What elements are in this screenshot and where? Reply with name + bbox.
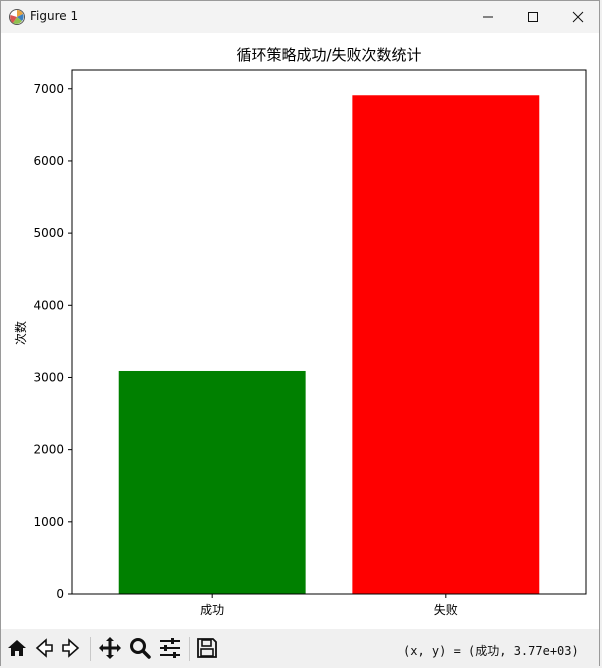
y-tick-label: 3000 xyxy=(33,370,64,384)
zoom-magnifier-icon xyxy=(130,638,151,659)
matplotlib-app-icon xyxy=(9,9,25,25)
navigation-toolbar: (x, y) = (成功, 3.77e+03) xyxy=(1,631,599,667)
axes-frame xyxy=(71,69,587,595)
bar xyxy=(118,370,306,594)
pan-move-icon xyxy=(99,637,121,659)
y-tick-label: 0 xyxy=(56,587,64,601)
back-button[interactable] xyxy=(31,635,57,661)
maximize-button[interactable] xyxy=(510,1,556,33)
x-tick-label: 成功 xyxy=(200,603,224,617)
pan-button[interactable] xyxy=(97,635,123,661)
back-arrow-icon xyxy=(35,638,53,658)
x-tick-label: 失败 xyxy=(434,602,458,617)
cursor-coordinates: (x, y) = (成功, 3.77e+03) xyxy=(403,644,579,658)
zoom-button[interactable] xyxy=(127,635,153,661)
y-axis-label: 次数 xyxy=(13,321,28,345)
forward-button[interactable] xyxy=(58,635,84,661)
home-icon xyxy=(8,640,26,656)
forward-arrow-icon xyxy=(62,638,80,658)
home-button[interactable] xyxy=(4,635,30,661)
y-tick-label: 2000 xyxy=(33,443,64,457)
close-button[interactable] xyxy=(555,1,601,33)
window-title: Figure 1 xyxy=(30,9,79,23)
figure-canvas[interactable]: 循环策略成功/失败次数统计 次数 0 1000 2000 3000 4000 5000 60… xyxy=(1,33,599,629)
title-bar[interactable]: Figure 1 xyxy=(1,1,599,33)
bar xyxy=(352,95,540,594)
y-tick-label: 6000 xyxy=(33,154,64,168)
y-tick-label: 4000 xyxy=(33,298,64,312)
minimize-button[interactable] xyxy=(465,1,511,33)
toolbar-separator xyxy=(189,637,190,661)
chart-title: 循环策略成功/失败次数统计 xyxy=(236,46,421,64)
y-tick-label: 7000 xyxy=(33,82,64,96)
save-button[interactable] xyxy=(194,635,220,661)
y-tick-label: 5000 xyxy=(33,226,64,240)
configure-subplots-button[interactable] xyxy=(157,635,183,661)
y-tick-label: 1000 xyxy=(33,515,64,529)
configure-subplots-icon xyxy=(160,638,180,658)
toolbar-separator xyxy=(90,637,91,661)
close-icon xyxy=(572,11,584,23)
bar-chart: 循环策略成功/失败次数统计 次数 0 1000 2000 3000 4000 5000 60… xyxy=(13,46,587,617)
save-floppy-icon xyxy=(197,638,217,658)
maximize-icon xyxy=(528,12,538,22)
minimize-icon xyxy=(483,16,493,18)
